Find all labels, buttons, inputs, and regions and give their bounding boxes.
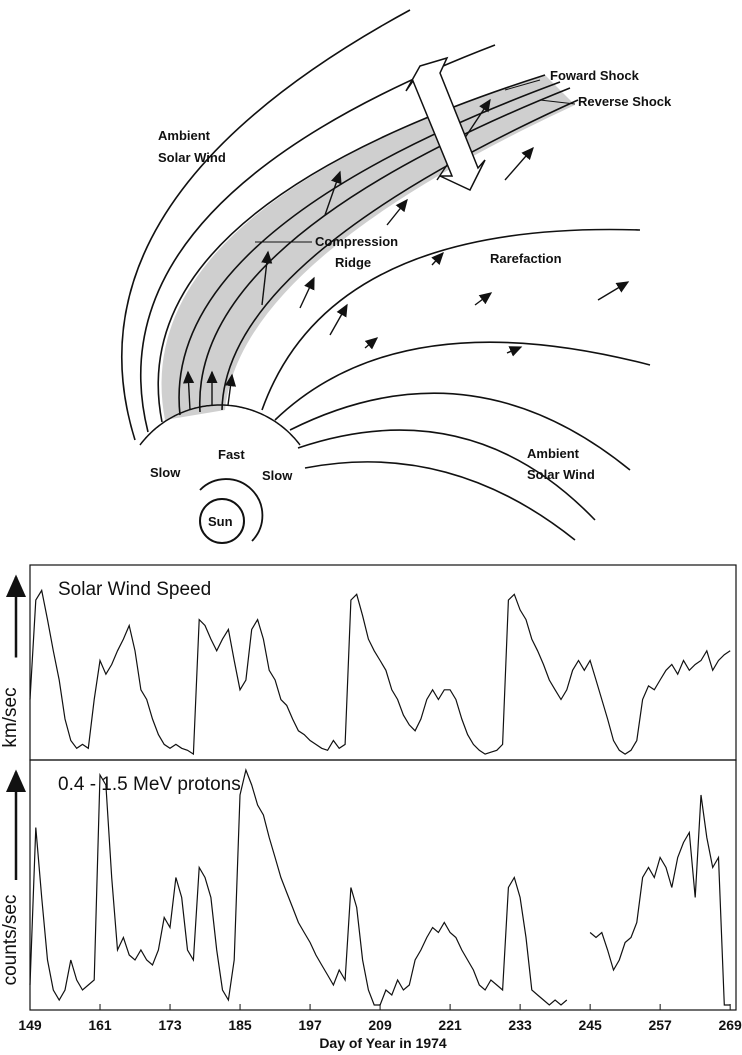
x-tick-label: 257 <box>648 1017 672 1033</box>
x-tick-label: 269 <box>718 1017 742 1033</box>
sun <box>199 498 245 544</box>
x-tick-label: 209 <box>368 1017 392 1033</box>
x-tick-label: 173 <box>158 1017 182 1033</box>
data-line <box>29 588 731 756</box>
x-tick-label: 245 <box>578 1017 602 1033</box>
field-line <box>221 99 579 411</box>
x-tick-label: 161 <box>88 1017 112 1033</box>
rotation <box>199 478 264 542</box>
diagram: Foward Shock Reverse Shock Ambient Solar… <box>121 9 672 544</box>
field-line <box>261 228 641 411</box>
x-tick-label: 221 <box>438 1017 462 1033</box>
x-tick-label: 185 <box>228 1017 252 1033</box>
x-tick-label: 197 <box>298 1017 322 1033</box>
compression-band <box>161 75 576 420</box>
label: Solar Wind <box>158 150 226 165</box>
data-line <box>29 767 731 1006</box>
plot-frame <box>29 759 737 1011</box>
label: Foward Shock <box>550 68 640 83</box>
label: Solar Wind <box>527 467 595 482</box>
panel-title: Solar Wind Speed <box>58 579 211 600</box>
field-line <box>121 9 411 441</box>
field-line <box>297 429 596 521</box>
field-line <box>289 392 631 471</box>
label: Compression <box>315 234 398 249</box>
x-axis-label: Day of Year in 1974 <box>319 1035 447 1051</box>
x-tick-label: 233 <box>508 1017 532 1033</box>
label: Ridge <box>335 255 371 270</box>
label: Ambient <box>527 446 580 461</box>
label: Ambient <box>158 128 211 143</box>
label: Sun <box>208 514 233 529</box>
panel-title: 0.4 - 1.5 MeV protons <box>58 774 241 795</box>
leader-line <box>539 99 576 105</box>
shock-arrow <box>405 56 486 191</box>
leader-line <box>504 79 541 91</box>
field-line <box>199 87 571 413</box>
label: Rarefaction <box>490 251 562 266</box>
y-axis-label: km/sec <box>0 687 21 747</box>
label: Fast <box>218 447 245 462</box>
sun-edge <box>139 404 301 446</box>
y-axis-label: counts/sec <box>0 895 21 986</box>
field-line <box>304 461 576 541</box>
label: Slow <box>262 468 293 483</box>
field-line <box>274 341 651 421</box>
x-tick-label: 149 <box>18 1017 42 1033</box>
label: Slow <box>150 465 181 480</box>
label: Reverse Shock <box>578 94 672 109</box>
field-line <box>139 44 496 433</box>
